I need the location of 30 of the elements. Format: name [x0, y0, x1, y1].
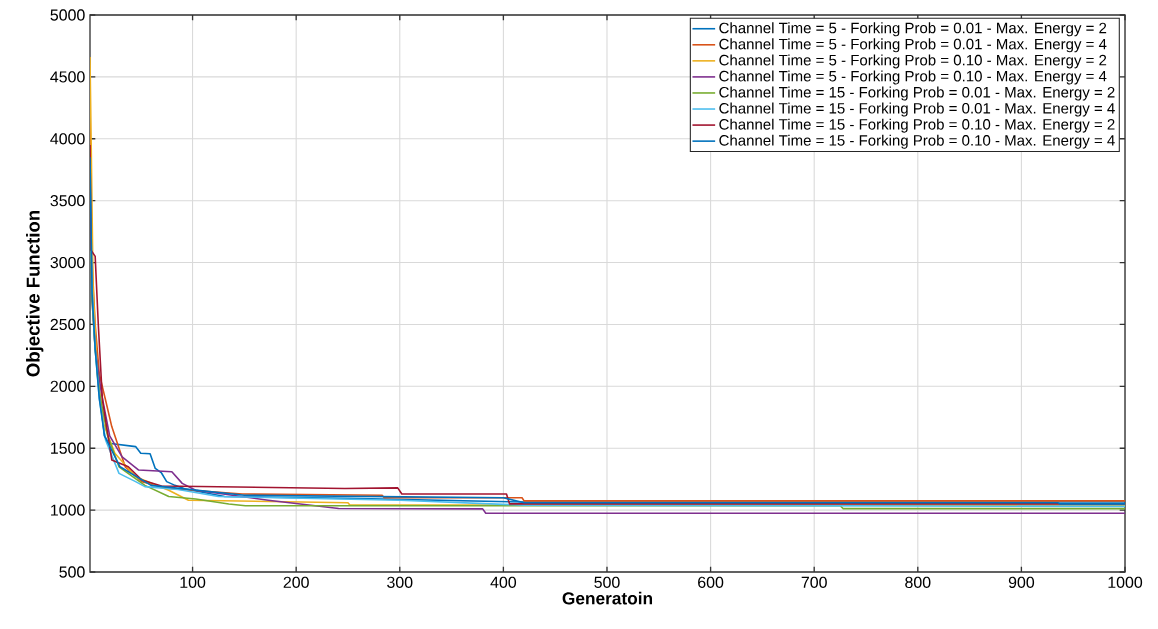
y-tick-label: 4500 [50, 71, 85, 83]
legend-label: Channel Time = 5 - Forking Prob = 0.10 - Max. Energy = 4 [719, 70, 1107, 85]
x-tick-label: 700 [801, 576, 827, 588]
y-tick-label: 2500 [50, 318, 85, 331]
y-tick-label: 1500 [51, 442, 85, 454]
legend-label: Channel Time = 5 - Forking Prob = 0.01 - Max. Energy = 4 [719, 38, 1107, 53]
x-tick-label: 500 [594, 576, 620, 588]
x-tick-label: 400 [490, 576, 517, 588]
x-tick-label: 800 [905, 576, 931, 588]
y-tick-label: 5000 [50, 9, 85, 21]
legend-label: Channel Time = 15 - Forking Prob = 0.10 - Max. Energy = 4 [719, 134, 1115, 149]
x-tick-label: 300 [387, 576, 413, 588]
y-tick-label: 2000 [50, 380, 85, 392]
legend-label: Channel Time = 5 - Forking Prob = 0.01 - Max. Energy = 2 [719, 22, 1107, 37]
x-tick-label: 200 [283, 576, 309, 588]
legend-label: Channel Time = 15 - Forking Prob = 0.01 - Max. Energy = 4 [719, 102, 1115, 117]
x-axis-title: Generatoin [562, 591, 653, 605]
y-tick-label: 500 [59, 566, 85, 578]
y-tick-label: 3500 [50, 195, 85, 207]
x-tick-label: 1000 [1108, 576, 1143, 588]
legend-label: Channel Time = 15 - Forking Prob = 0.01 - Max. Energy = 2 [719, 86, 1115, 101]
legend-label: Channel Time = 15 - Forking Prob = 0.10 - Max. Energy = 2 [719, 118, 1115, 133]
x-tick-label: 900 [1008, 576, 1035, 588]
y-axis-title: Objective Function [26, 210, 44, 377]
x-tick-label: 100 [180, 576, 206, 588]
legend-label: Channel Time = 5 - Forking Prob = 0.10 - Max. Energy = 2 [719, 54, 1107, 69]
y-tick-label: 4000 [50, 133, 85, 145]
y-tick-label: 3000 [50, 256, 85, 269]
x-tick-label: 600 [698, 576, 724, 588]
y-tick-label: 1000 [51, 504, 85, 516]
